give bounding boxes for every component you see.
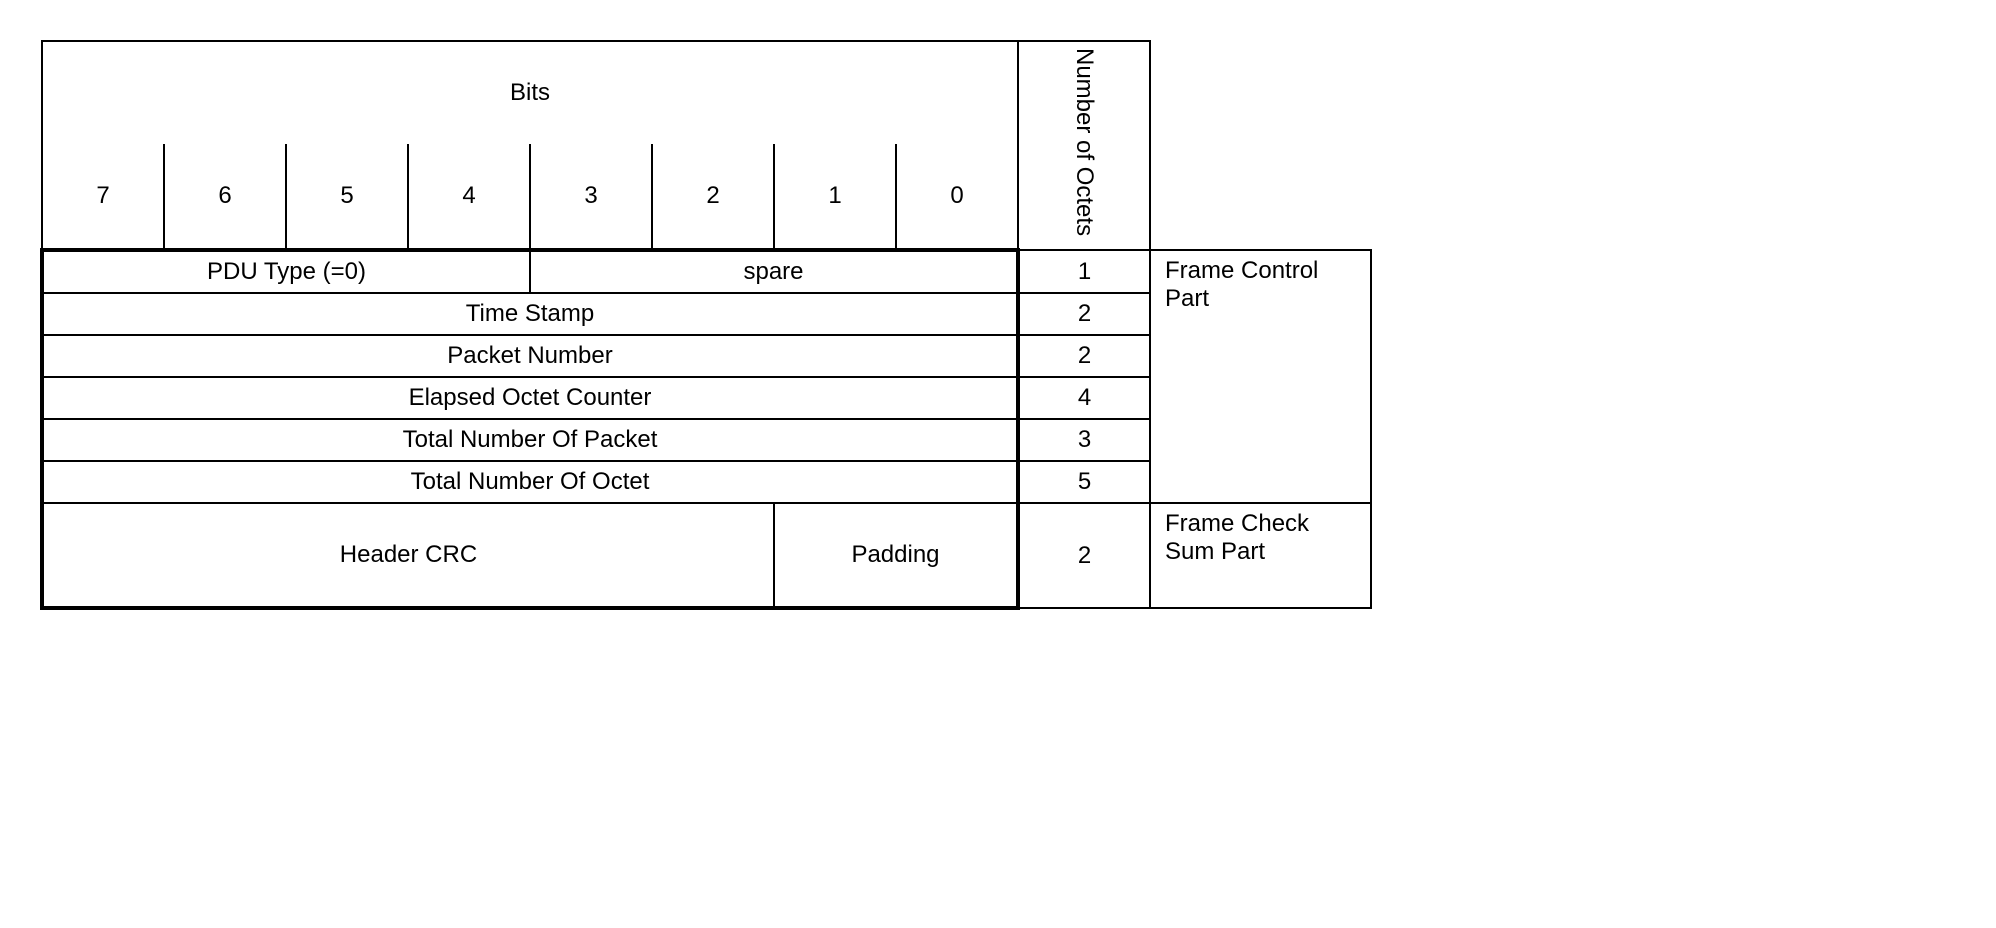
field-total-number-of-packet: Total Number Of Packet (42, 419, 1018, 461)
bit-col-1: 1 (774, 144, 896, 250)
section-frame-check: Frame Check Sum Part (1150, 503, 1371, 608)
octets-5: 5 (1018, 461, 1150, 503)
octets-0: 1 (1018, 250, 1150, 293)
bit-col-0: 0 (896, 144, 1018, 250)
bits-header: Bits (42, 41, 1018, 144)
octets-header: Number of Octets (1018, 41, 1150, 250)
field-total-number-of-octet: Total Number Of Octet (42, 461, 1018, 503)
field-packet-number: Packet Number (42, 335, 1018, 377)
bit-col-6: 6 (164, 144, 286, 250)
pdu-structure-table: Bits Number of Octets 7 6 5 4 3 2 1 0 PD… (40, 40, 1372, 610)
blank-header (1150, 41, 1371, 250)
octets-4: 3 (1018, 419, 1150, 461)
bit-col-3: 3 (530, 144, 652, 250)
field-header-crc: Header CRC (42, 503, 774, 608)
field-spare: spare (530, 250, 1018, 293)
section-frame-control: Frame Control Part (1150, 250, 1371, 503)
bit-col-2: 2 (652, 144, 774, 250)
bit-col-4: 4 (408, 144, 530, 250)
bit-col-7: 7 (42, 144, 164, 250)
octets-3: 4 (1018, 377, 1150, 419)
field-time-stamp: Time Stamp (42, 293, 1018, 335)
field-elapsed-octet-counter: Elapsed Octet Counter (42, 377, 1018, 419)
field-padding: Padding (774, 503, 1018, 608)
octets-1: 2 (1018, 293, 1150, 335)
field-pdu-type: PDU Type (=0) (42, 250, 530, 293)
octets-2: 2 (1018, 335, 1150, 377)
octets-6: 2 (1018, 503, 1150, 608)
bit-col-5: 5 (286, 144, 408, 250)
